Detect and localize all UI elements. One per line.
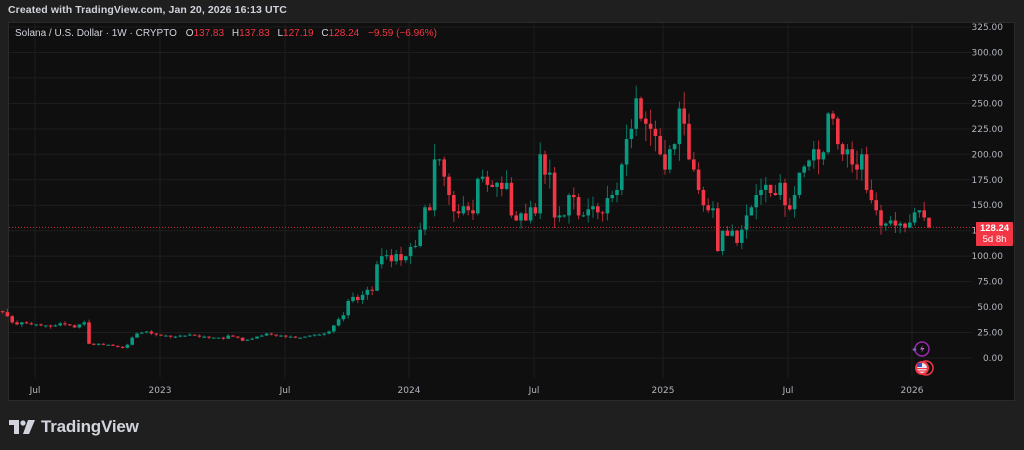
price-tick-label: 325.00 — [972, 23, 1004, 33]
chart-grid — [9, 23, 972, 378]
price-tick-label: 225.00 — [972, 125, 1004, 135]
time-tick-label: Jul — [528, 386, 540, 396]
time-tick-label: Jul — [279, 386, 291, 396]
high-value: 137.83 — [239, 28, 270, 39]
time-scale[interactable]: Jul 2023 Jul 2024 Jul 2025 Jul 2026 — [29, 386, 924, 396]
open-value: 137.83 — [193, 28, 225, 39]
price-tick-label: 75.00 — [977, 278, 1003, 288]
symbol-legend[interactable]: Solana / U.S. Dollar · 1W · CRYPTO O137.… — [15, 28, 437, 39]
created-with-text: Created with TradingView.com, Jan 20, 20… — [8, 4, 287, 16]
change-value: −9.59 (−6.96%) — [368, 28, 437, 39]
open-label: O — [185, 28, 194, 39]
close-value: 128.24 — [328, 28, 360, 39]
time-tick-label: Jul — [29, 386, 41, 396]
last-price-tag: 128.24 5d 8h — [976, 222, 1013, 246]
time-tick-label: 2023 — [149, 386, 172, 396]
candles — [0, 85, 931, 349]
last-price-value: 128.24 — [979, 223, 1010, 234]
time-tick-label: Jul — [782, 386, 794, 396]
price-tick-label: 300.00 — [972, 48, 1004, 58]
price-tick-label: 50.00 — [977, 303, 1003, 313]
low-label: L — [277, 28, 284, 39]
lightning-event-icon[interactable] — [912, 341, 930, 357]
us-flag-event-icon[interactable] — [915, 360, 934, 376]
symbol-name: Solana / U.S. Dollar · 1W · CRYPTO — [15, 28, 177, 39]
price-tick-label: 275.00 — [972, 74, 1004, 84]
tradingview-logo[interactable]: TradingView — [9, 417, 139, 437]
price-tick-label: 100.00 — [972, 252, 1004, 262]
time-tick-label: 2026 — [901, 386, 924, 396]
time-tick-label: 2024 — [398, 386, 421, 396]
price-tick-label: 25.00 — [977, 329, 1003, 339]
price-tick-label: 150.00 — [972, 201, 1004, 211]
tradingview-logo-icon — [9, 420, 35, 434]
price-tick-label: 200.00 — [972, 150, 1004, 160]
time-tick-label: 2025 — [652, 386, 675, 396]
price-tick-label: 0.00 — [983, 354, 1003, 364]
high-label: H — [231, 28, 240, 39]
price-tick-label: 175.00 — [972, 176, 1004, 186]
close-label: C — [321, 28, 329, 39]
price-scale[interactable]: 0.0025.0050.0075.00100.00125.00150.00175… — [972, 23, 1004, 364]
low-value: 127.19 — [283, 28, 314, 39]
tradingview-wordmark: TradingView — [41, 417, 139, 436]
bar-countdown: 5d 8h — [982, 234, 1007, 245]
price-tick-label: 250.00 — [972, 99, 1004, 109]
